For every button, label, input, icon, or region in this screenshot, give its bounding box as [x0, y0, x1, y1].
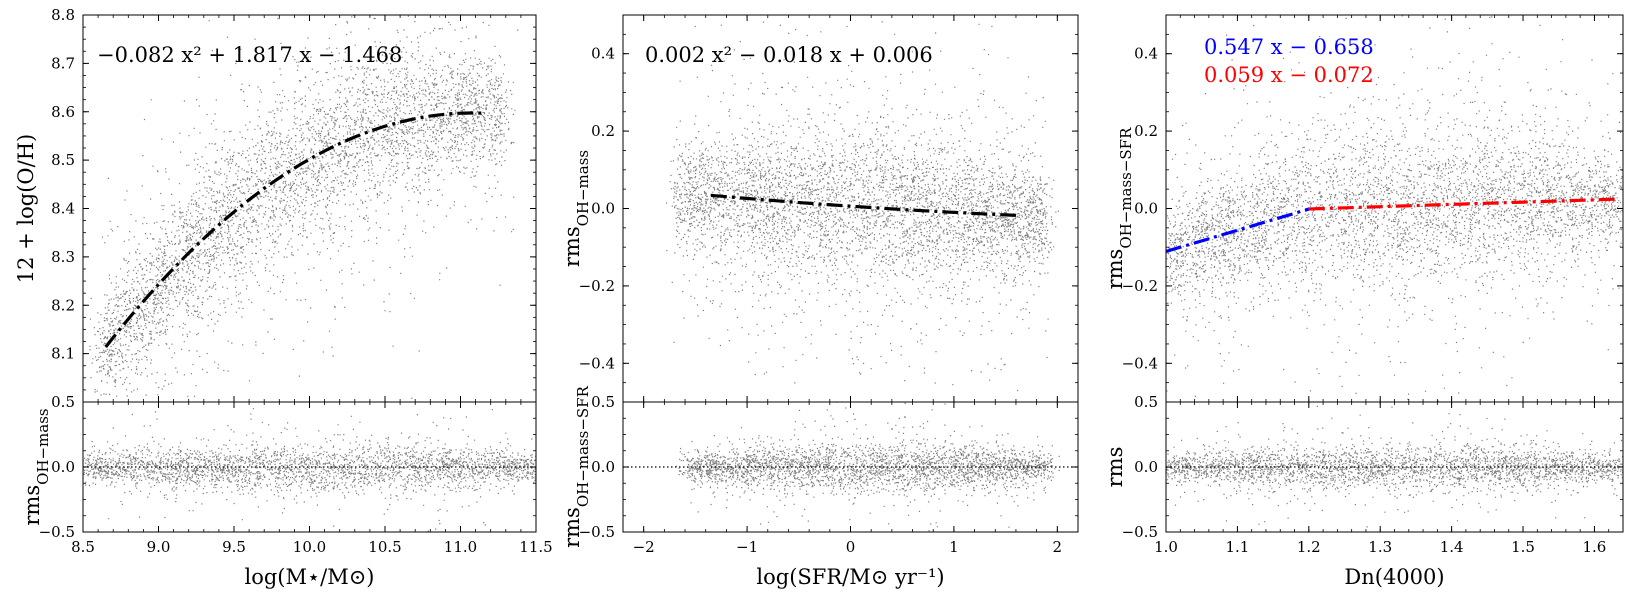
y-tick-label: 0.2	[1134, 122, 1158, 140]
y-tick-label: 0.0	[591, 458, 615, 476]
y-tick-label: 8.2	[51, 296, 75, 314]
x-tick-label: 1.3	[1368, 538, 1392, 556]
x-tick-label: 8.5	[71, 538, 95, 556]
y-tick-label: 0.2	[591, 122, 615, 140]
x-axis-label: Dn(4000)	[1344, 565, 1444, 589]
x-tick-label: 10.0	[293, 538, 326, 556]
y-tick-label: −0.2	[1122, 277, 1158, 295]
x-tick-label: 1	[949, 538, 959, 556]
y-axis-label: rmsOH−mass−SFR	[560, 385, 592, 547]
y-tick-label: 0.4	[1134, 45, 1158, 63]
fit-curve	[1165, 207, 1310, 254]
x-tick-label: 1.4	[1440, 538, 1464, 556]
x-tick-label: 1.2	[1297, 538, 1321, 556]
y-axis-label: rms	[1103, 447, 1127, 488]
x-tick-label: −2	[633, 538, 655, 556]
y-tick-label: 8.4	[51, 200, 75, 218]
y-axis-label: rmsOH−mass−SFR	[1103, 127, 1135, 289]
axes-layer: 8.1 8.2 8.3 8.4 8.5 8.6 8.7 8.8 12 + log(O/H) −0.…	[14, 6, 1624, 589]
scatter-points	[83, 408, 536, 532]
x-tick-label: 9.5	[222, 538, 246, 556]
y-tick-label: −0.5	[39, 523, 75, 541]
scatter-points	[1166, 405, 1623, 532]
x-tick-label: 2	[1053, 538, 1063, 556]
x-axis-label: log(SFR/M⊙ yr⁻¹)	[756, 565, 944, 589]
x-tick-label: 1.6	[1583, 538, 1607, 556]
fit-equation: −0.082 x² + 1.817 x − 1.468	[97, 43, 402, 67]
x-tick-label: 11.0	[444, 538, 477, 556]
y-tick-label: 8.3	[51, 248, 75, 266]
x-tick-label: −1	[736, 538, 758, 556]
scatter-layer	[83, 15, 1623, 532]
y-tick-label: 0.0	[591, 200, 615, 218]
y-tick-label: 0.5	[591, 393, 615, 411]
fit-curve	[710, 193, 1017, 217]
y-tick-label: 0.0	[51, 458, 75, 476]
y-tick-label: 0.0	[1134, 200, 1158, 218]
y-tick-label: 0.5	[1134, 393, 1158, 411]
y-tick-label: 0.4	[591, 45, 615, 63]
scatter-points	[89, 15, 519, 402]
y-tick-label: 8.7	[51, 54, 75, 72]
y-tick-label: −0.4	[1122, 354, 1158, 372]
fit-equation: 0.059 x − 0.072	[1204, 63, 1374, 87]
y-tick-label: 0.5	[51, 393, 75, 411]
scatter-points	[665, 21, 1059, 402]
y-axis-label: rmsOH−mass	[20, 408, 52, 525]
fit-curve	[104, 111, 484, 348]
x-tick-label: 10.5	[368, 538, 401, 556]
x-tick-label: 9.0	[147, 538, 171, 556]
y-tick-label: 0.0	[1134, 458, 1158, 476]
x-tick-label: 1.1	[1225, 538, 1249, 556]
fit-equation: 0.547 x − 0.658	[1204, 35, 1374, 59]
y-tick-label: 8.1	[51, 345, 75, 363]
fit-layer	[83, 111, 1623, 468]
y-tick-label: −0.5	[1122, 523, 1158, 541]
y-tick-label: −0.4	[579, 354, 615, 372]
y-axis-label: 12 + log(O/H)	[14, 134, 38, 283]
x-tick-label: 11.5	[519, 538, 552, 556]
y-tick-label: 8.5	[51, 151, 75, 169]
x-tick-label: 0	[846, 538, 856, 556]
y-tick-label: 8.6	[51, 103, 75, 121]
y-axis-label: rmsOH−mass	[560, 150, 592, 267]
scatter-points	[675, 402, 1060, 532]
x-tick-label: 1.5	[1511, 538, 1535, 556]
y-tick-label: 8.8	[51, 6, 75, 24]
fit-equation: 0.002 x² − 0.018 x + 0.006	[645, 43, 933, 67]
y-tick-label: −0.5	[579, 523, 615, 541]
fit-curve	[1308, 197, 1616, 211]
x-tick-label: 1.0	[1154, 538, 1178, 556]
axes-frame	[82, 14, 537, 403]
y-tick-label: −0.2	[579, 277, 615, 295]
x-axis-label: log(M⋆/M⊙)	[244, 565, 374, 589]
